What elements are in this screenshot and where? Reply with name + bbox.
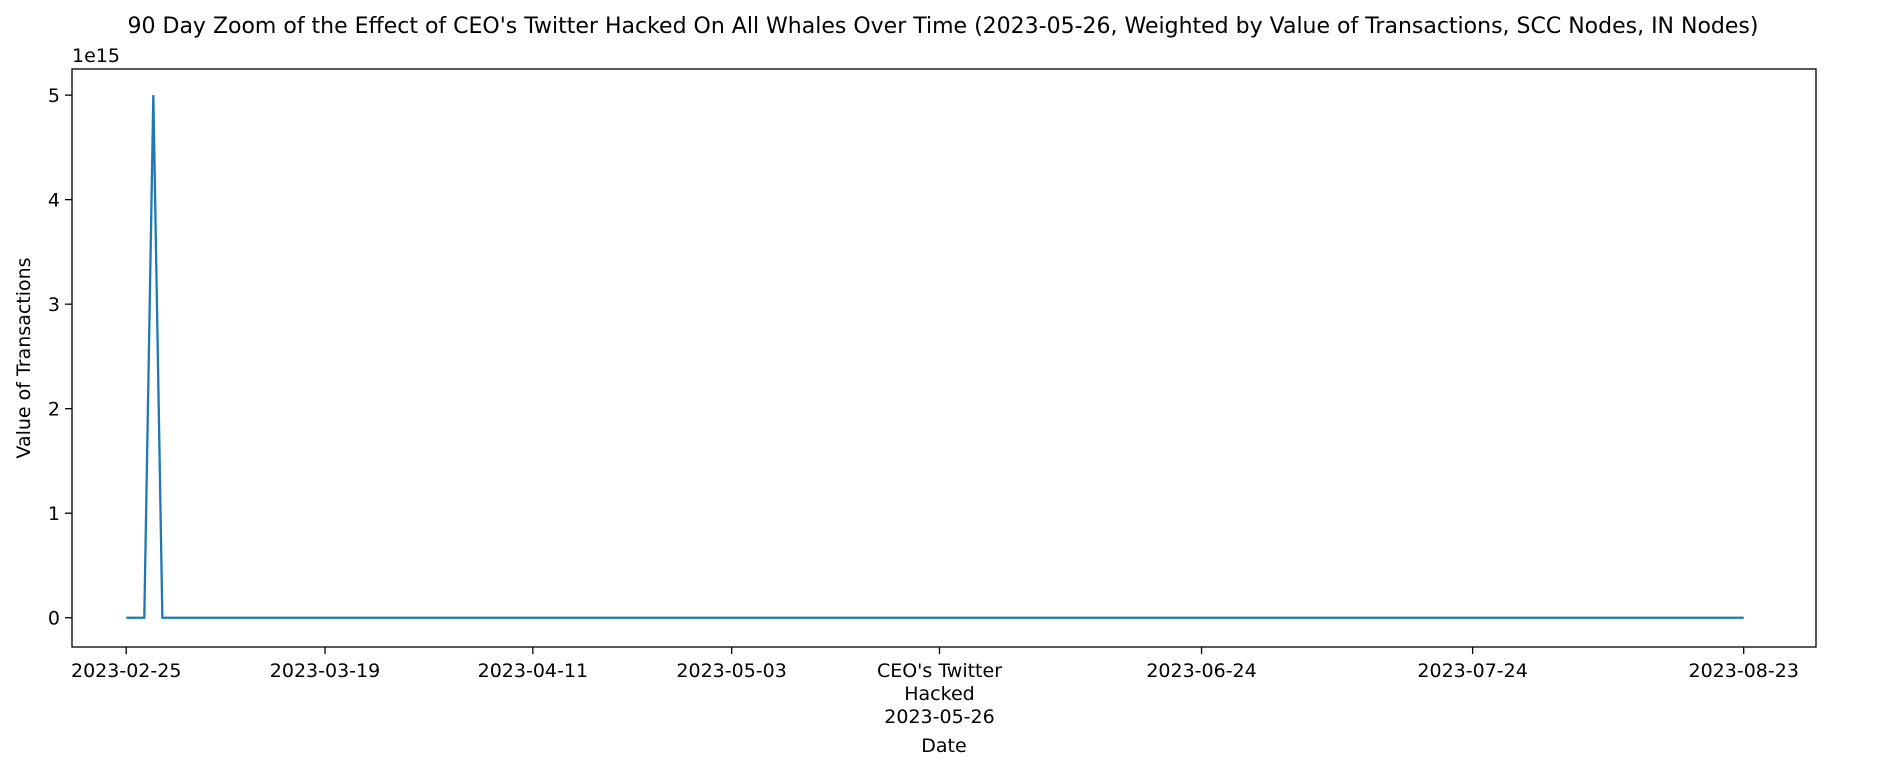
x-tick-label-line: 2023-02-25 (71, 660, 181, 682)
x-tick-label-line: 2023-08-23 (1688, 660, 1798, 682)
x-tick-label: 2023-06-24 (1146, 660, 1256, 682)
x-tick-label-line: CEO's Twitter (877, 660, 1002, 682)
y-tick-label: 4 (48, 190, 60, 212)
y-axis-ticks: 0 1 2 3 4 5 (48, 85, 72, 630)
x-tick-label-line: 2023-03-19 (270, 660, 380, 682)
x-axis-ticks: 2023-02-25 2023-03-19 2023-04-11 2023-05-03… (71, 647, 1799, 728)
x-tick-label: 2023-04-11 (478, 660, 588, 682)
x-tick-label-line: 2023-05-03 (676, 660, 786, 682)
y-tick-label: 2 (48, 399, 60, 421)
plot-frame (71, 68, 1817, 648)
x-tick-label: 2023-08-23 (1688, 660, 1798, 682)
x-tick-label-line: 2023-04-11 (478, 660, 588, 682)
x-tick-label: 2023-05-03 (676, 660, 786, 682)
y-tick-label: 3 (48, 294, 60, 316)
y-tick-label: 0 (48, 608, 60, 630)
x-tick-label: 2023-03-19 (270, 660, 380, 682)
y-tick-label: 5 (48, 85, 60, 107)
y-tick-label: 1 (48, 503, 60, 525)
x-tick-label-line: 2023-07-24 (1417, 660, 1527, 682)
x-tick-label: CEO's Twitter Hacked 2023-05-26 (877, 660, 1002, 728)
x-tick-label-line: 2023-06-24 (1146, 660, 1256, 682)
y-axis-label: Value of Transactions (13, 257, 35, 458)
x-tick-label: 2023-07-24 (1417, 660, 1527, 682)
x-axis-label: Date (921, 735, 966, 757)
x-tick-label: 2023-02-25 (71, 660, 181, 682)
series-line-0 (126, 95, 1744, 619)
series-layer (126, 95, 1744, 619)
x-tick-label-line: Hacked (904, 683, 974, 705)
x-tick-label-line: 2023-05-26 (884, 706, 994, 728)
y-axis-offset-label: 1e15 (72, 45, 120, 67)
chart-title: 90 Day Zoom of the Effect of CEO's Twitt… (128, 14, 1759, 39)
